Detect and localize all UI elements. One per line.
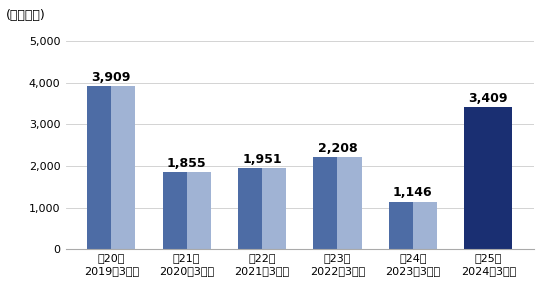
Bar [87, 86, 111, 249]
Text: 3,909: 3,909 [91, 71, 131, 84]
Bar [413, 202, 437, 249]
Bar [338, 157, 361, 249]
Text: 1,951: 1,951 [242, 153, 282, 166]
Bar [186, 172, 211, 249]
Bar [314, 157, 338, 249]
Text: 1,855: 1,855 [167, 157, 206, 170]
Bar [464, 107, 513, 249]
Bar [238, 168, 262, 249]
Text: 1,146: 1,146 [393, 186, 433, 199]
Bar [162, 172, 186, 249]
Text: (百万日元): (百万日元) [6, 9, 45, 22]
Text: 2,208: 2,208 [318, 142, 358, 155]
Bar [389, 202, 413, 249]
Bar [262, 168, 286, 249]
Bar [111, 86, 135, 249]
Text: 3,409: 3,409 [469, 92, 508, 105]
